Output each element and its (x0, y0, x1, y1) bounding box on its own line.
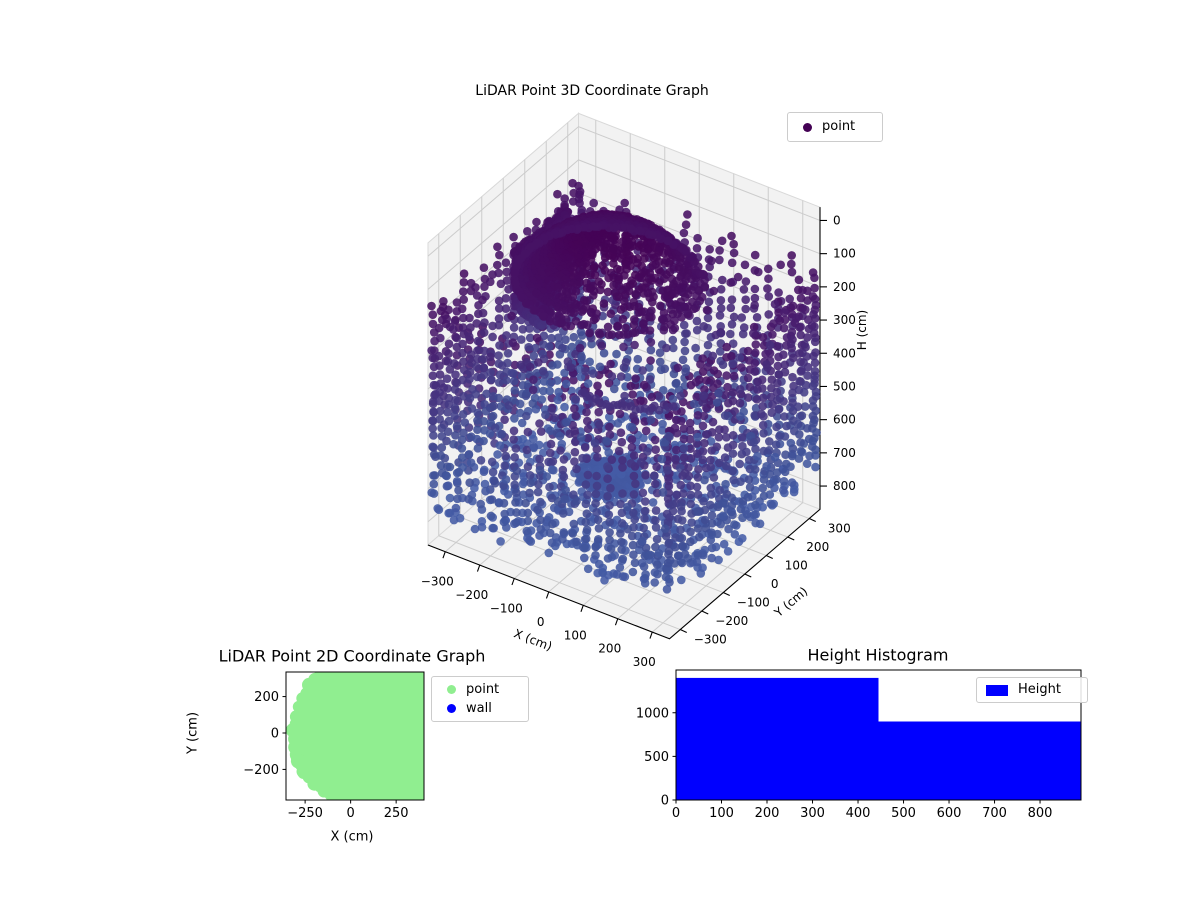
svg-text:−200: −200 (715, 614, 748, 628)
svg-text:300: 300 (828, 522, 851, 536)
svg-text:500: 500 (833, 379, 856, 393)
legend-item-point: point (441, 682, 519, 698)
svg-text:0: 0 (271, 726, 279, 741)
svg-text:100: 100 (785, 559, 808, 573)
svg-text:300: 300 (633, 655, 656, 669)
svg-text:400: 400 (846, 806, 871, 821)
svg-text:700: 700 (833, 446, 856, 460)
svg-text:−100: −100 (737, 596, 770, 610)
plot2d-legend: point wall (431, 676, 529, 722)
svg-text:200: 200 (598, 642, 621, 656)
plot2d-title: LiDAR Point 2D Coordinate Graph (218, 646, 486, 666)
wall-marker-icon (447, 704, 456, 713)
svg-text:200: 200 (806, 540, 829, 554)
svg-text:600: 600 (833, 413, 856, 427)
svg-text:−250: −250 (287, 806, 323, 821)
svg-text:500: 500 (644, 750, 669, 765)
svg-text:100: 100 (709, 806, 734, 821)
svg-text:500: 500 (891, 806, 916, 821)
svg-text:−300: −300 (421, 575, 454, 589)
svg-text:100: 100 (833, 247, 856, 261)
svg-text:200: 200 (254, 690, 279, 705)
svg-text:100: 100 (564, 628, 587, 642)
svg-text:0: 0 (833, 213, 841, 227)
svg-text:0: 0 (537, 615, 545, 629)
svg-text:0: 0 (672, 806, 680, 821)
svg-text:800: 800 (833, 479, 856, 493)
svg-text:400: 400 (833, 346, 856, 360)
legend-label: point (466, 681, 500, 697)
legend-label: wall (466, 700, 492, 716)
plot3d-legend: point (787, 112, 883, 142)
svg-text:200: 200 (833, 280, 856, 294)
svg-text:300: 300 (800, 806, 825, 821)
svg-text:700: 700 (982, 806, 1007, 821)
svg-text:1000: 1000 (636, 706, 669, 721)
svg-text:0: 0 (661, 794, 669, 809)
svg-text:250: 250 (384, 806, 409, 821)
svg-text:−200: −200 (243, 763, 279, 778)
legend-label: point (822, 119, 856, 134)
plot2d-yaxis-label: Y (cm) (185, 711, 201, 755)
point-marker-icon (447, 685, 456, 694)
svg-text:0: 0 (771, 577, 779, 591)
point-marker-icon (803, 122, 812, 132)
histogram-legend: Height (976, 677, 1088, 703)
legend-item-wall: wall (441, 701, 519, 717)
legend-item-point: point (797, 119, 873, 135)
histogram-title: Height Histogram (807, 645, 949, 665)
svg-text:300: 300 (833, 313, 856, 327)
plot2d-xaxis-label: X (cm) (330, 829, 374, 845)
svg-text:−100: −100 (490, 602, 523, 616)
height-swatch-icon (986, 684, 1008, 696)
legend-label: Height (1018, 682, 1061, 697)
svg-text:800: 800 (1028, 806, 1053, 821)
plot3d-zaxis-label: H (cm) (855, 309, 869, 351)
svg-text:−300: −300 (694, 633, 727, 647)
svg-text:0: 0 (346, 806, 354, 821)
svg-text:200: 200 (755, 806, 780, 821)
svg-text:−200: −200 (455, 588, 488, 602)
svg-text:600: 600 (937, 806, 962, 821)
legend-item-height: Height (986, 682, 1078, 698)
plot3d-title: LiDAR Point 3D Coordinate Graph (475, 83, 709, 99)
